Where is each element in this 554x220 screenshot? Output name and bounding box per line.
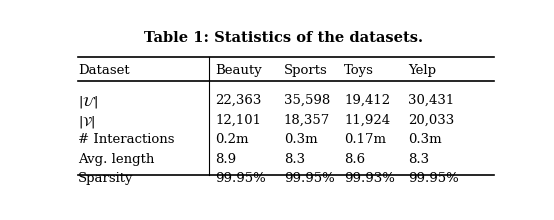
Text: 99.95%: 99.95% [215,172,266,185]
Text: 19,412: 19,412 [344,94,390,107]
Text: 0.3m: 0.3m [284,133,317,146]
Text: 8.3: 8.3 [408,153,429,166]
Text: 30,431: 30,431 [408,94,455,107]
Text: 0.17m: 0.17m [344,133,386,146]
Text: 99.93%: 99.93% [344,172,395,185]
Text: Beauty: Beauty [215,64,262,77]
Text: Yelp: Yelp [408,64,437,77]
Text: 18,357: 18,357 [284,114,330,127]
Text: Sports: Sports [284,64,327,77]
Text: 11,924: 11,924 [344,114,390,127]
Text: Dataset: Dataset [78,64,130,77]
Text: 8.9: 8.9 [215,153,237,166]
Text: $|\mathcal{V}|$: $|\mathcal{V}|$ [78,114,95,130]
Text: 0.2m: 0.2m [215,133,249,146]
Text: $|\mathcal{U}|$: $|\mathcal{U}|$ [78,94,98,110]
Text: 99.95%: 99.95% [408,172,459,185]
Text: Toys: Toys [344,64,374,77]
Text: 20,033: 20,033 [408,114,455,127]
Text: 12,101: 12,101 [215,114,261,127]
Text: 99.95%: 99.95% [284,172,335,185]
Text: Table 1: Statistics of the datasets.: Table 1: Statistics of the datasets. [145,31,423,46]
Text: Avg. length: Avg. length [78,153,154,166]
Text: 22,363: 22,363 [215,94,261,107]
Text: Sparsity: Sparsity [78,172,134,185]
Text: # Interactions: # Interactions [78,133,175,146]
Text: 35,598: 35,598 [284,94,330,107]
Text: 0.3m: 0.3m [408,133,442,146]
Text: 8.3: 8.3 [284,153,305,166]
Text: 8.6: 8.6 [344,153,365,166]
